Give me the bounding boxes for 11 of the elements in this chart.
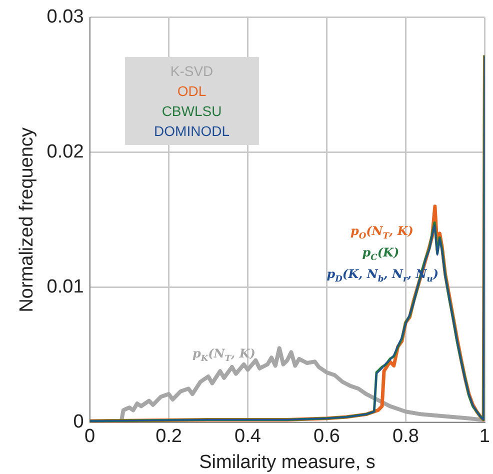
y-tick-label: 0.02	[46, 142, 84, 163]
y-tick-label: 0.03	[46, 6, 84, 28]
x-tick-label: 0.2	[156, 426, 182, 448]
y-tick-label: 0	[73, 412, 84, 433]
x-tick-label: 0.8	[392, 426, 419, 448]
y-axis-title: Normalized frequency	[16, 127, 38, 312]
x-tick-label: 1	[479, 426, 490, 448]
y-tick-label: 0.01	[46, 276, 84, 298]
x-axis-title: Similarity measure, s	[199, 452, 376, 473]
x-tick-label: 0.6	[314, 426, 340, 448]
x-tick-label: 0.4	[234, 426, 262, 448]
